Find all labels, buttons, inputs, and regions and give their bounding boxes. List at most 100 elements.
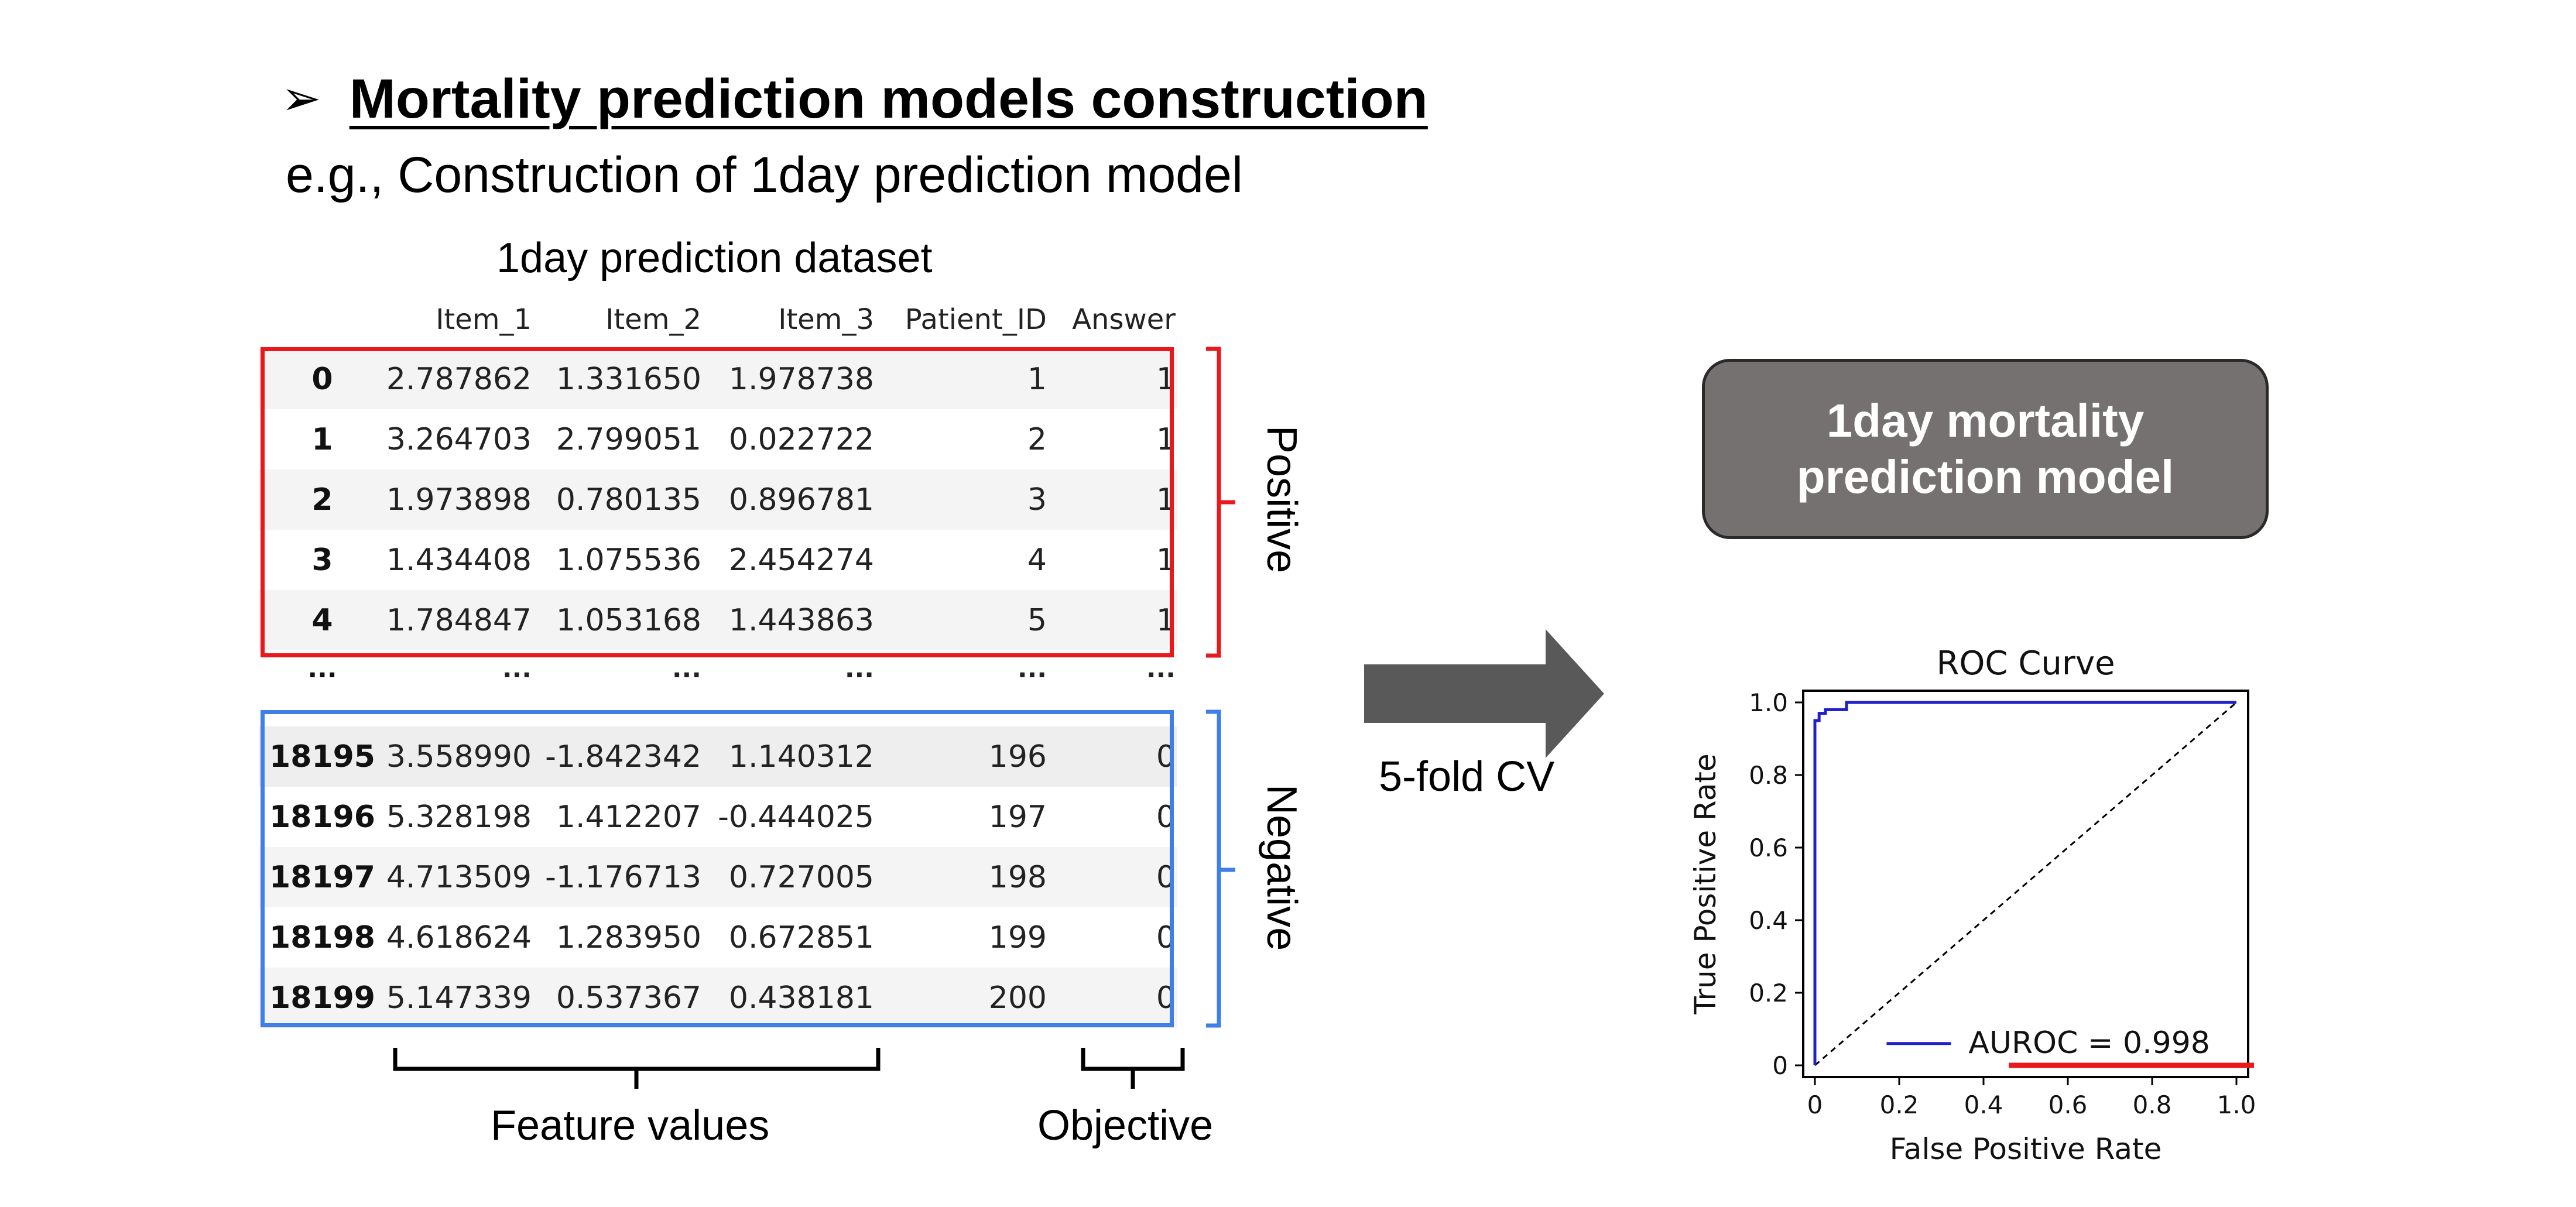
cell-item-3: 2.454274	[728, 542, 874, 578]
cell-patient-id: 197	[988, 799, 1047, 835]
cell-index: 3	[311, 542, 333, 578]
model-box-line1: 1day mortality	[1826, 395, 2145, 447]
cell-index: 18195	[269, 739, 375, 774]
x-tick-label: 0.8	[2133, 1091, 2172, 1119]
cell-item-1: 1.434408	[386, 542, 532, 578]
plot-frame	[1802, 690, 2249, 1078]
y-tick-label: 1.0	[1749, 688, 1788, 717]
cell-item-2: 0.780135	[556, 482, 701, 517]
cell-item-1: 2.787862	[386, 361, 532, 397]
table-header-row: Item_1 Item_2 Item_3 Patient_ID Answer	[259, 290, 1177, 349]
legend-label: AUROC = 0.998	[1968, 1026, 2210, 1061]
cell-item-2: 1.075536	[556, 542, 701, 578]
cell-item-3: 0.022722	[728, 421, 874, 457]
cell-item-1: 4.618624	[386, 920, 532, 955]
cell-item-3: 1.978738	[728, 361, 874, 397]
y-tick-label: 0.6	[1749, 834, 1788, 862]
cell-patient-id: ...	[1017, 654, 1047, 684]
cell-item-3: 0.672851	[728, 920, 874, 955]
cell-item-2: 1.283950	[556, 920, 701, 955]
positive-bracket	[1206, 347, 1235, 658]
cell-item-1: 5.147339	[386, 980, 532, 1016]
cell-patient-id: 3	[1027, 482, 1047, 517]
cell-index: 4	[311, 602, 333, 638]
cell-item-3: ...	[844, 654, 874, 684]
cell-item-2: 1.412207	[556, 799, 701, 835]
cell-item-3: 0.896781	[728, 482, 874, 517]
cell-index: 18197	[269, 859, 375, 895]
cell-item-2: ...	[672, 654, 701, 684]
cell-item-3: 1.443863	[728, 602, 874, 638]
y-tick-label: 0.4	[1749, 906, 1788, 935]
y-axis-label: True Positive Rate	[1688, 753, 1722, 1014]
cell-item-3: 1.140312	[728, 739, 874, 774]
cell-answer: Answer	[1072, 303, 1176, 336]
cell-item-3: 0.438181	[728, 980, 874, 1016]
positive-label: Positive	[1258, 426, 1305, 574]
table-row: 18195 3.558990 -1.842342 1.140312 196 0	[259, 726, 1177, 787]
cell-index: 1	[311, 421, 333, 457]
cell-item-2: 0.537367	[556, 980, 701, 1016]
cell-item-1: 5.328198	[386, 799, 532, 835]
cell-item-1: 1.973898	[386, 482, 532, 517]
negative-bracket	[1206, 709, 1235, 1028]
cell-index: 0	[311, 361, 333, 397]
model-box: 1day mortality prediction model	[1702, 359, 2269, 539]
positive-highlight-box	[261, 347, 1174, 657]
table-row: 1 3.264703 2.799051 0.022722 2 1	[259, 409, 1177, 469]
table-row: 18199 5.147339 0.537367 0.438181 200 0	[259, 968, 1177, 1028]
table-row: 0 2.787862 1.331650 1.978738 1 1	[259, 349, 1177, 409]
cell-index: 18196	[269, 799, 375, 835]
cell-item-1: 4.713509	[386, 859, 532, 895]
y-tick-label: 0.2	[1749, 979, 1788, 1007]
cell-item-2: 1.053168	[556, 602, 701, 638]
cell-item-1: ...	[502, 654, 532, 684]
roc-chart: ROC Curve 00 0.2 0.2 0.4 0.4 0.6 0.6 0.8 0.8 1.0 1.…	[1688, 644, 2256, 1166]
subheading: e.g., Construction of 1day prediction mo…	[286, 147, 1243, 203]
cell-patient-id: 2	[1027, 421, 1047, 457]
cell-index: 18199	[269, 980, 375, 1016]
cell-item-2: 2.799051	[556, 421, 701, 457]
cell-item-2: Item_2	[605, 303, 701, 336]
model-box-line2: prediction model	[1796, 451, 2174, 503]
chart-title: ROC Curve	[1936, 644, 2115, 683]
y-tick-label: 0.8	[1749, 761, 1788, 790]
heading: ➢ Mortality prediction models constructi…	[281, 61, 1428, 137]
cell-item-2: -1.176713	[545, 859, 701, 895]
cell-patient-id: 4	[1027, 542, 1047, 578]
objective-label: Objective	[1037, 1102, 1214, 1149]
cell-index: 18198	[269, 920, 375, 955]
cell-item-1: 1.784847	[386, 602, 532, 638]
cell-answer: ...	[1146, 654, 1176, 684]
ellipsis-row: ..................	[259, 650, 1177, 726]
cell-item-1: Item_1	[436, 303, 532, 336]
cell-patient-id: 198	[988, 859, 1047, 895]
cell-index: ...	[307, 654, 337, 684]
cell-patient-id: Patient_ID	[905, 303, 1047, 336]
cell-patient-id: 200	[988, 980, 1047, 1016]
table-row: 2 1.973898 0.780135 0.896781 3 1	[259, 469, 1177, 530]
cell-item-3: 0.727005	[728, 859, 874, 895]
cell-item-2: -1.842342	[545, 739, 701, 774]
x-tick-label: 0.6	[2049, 1091, 2088, 1119]
cell-item-1: 3.264703	[386, 421, 532, 457]
x-tick-label: 0.2	[1880, 1091, 1919, 1119]
page-title: Mortality prediction models construction	[349, 67, 1428, 130]
table-row: 18196 5.328198 1.412207 -0.444025 197 0	[259, 787, 1177, 847]
roc-series-line	[1813, 701, 2236, 1065]
cell-patient-id: 199	[988, 920, 1047, 955]
objective-brace	[1081, 1048, 1185, 1089]
cv-label: 5-fold CV	[1379, 753, 1555, 800]
x-tick-label: 0.4	[1964, 1091, 2003, 1119]
feature-values-brace	[393, 1048, 881, 1089]
cell-item-1: 3.558990	[386, 739, 532, 774]
data-table: Item_1 Item_2 Item_3 Patient_ID Answer 0 2.787…	[259, 290, 1177, 1028]
y-tick-label: 0	[1772, 1051, 1788, 1080]
reference-diagonal-line	[1814, 701, 2237, 1067]
table-row: 4 1.784847 1.053168 1.443863 5 1	[259, 590, 1177, 650]
x-axis-label: False Positive Rate	[1890, 1132, 2162, 1166]
table-row: 18197 4.713509 -1.176713 0.727005 198 0	[259, 847, 1177, 907]
x-tick-label: 1.0	[2217, 1091, 2256, 1119]
x-tick-label: 0	[1807, 1091, 1823, 1119]
